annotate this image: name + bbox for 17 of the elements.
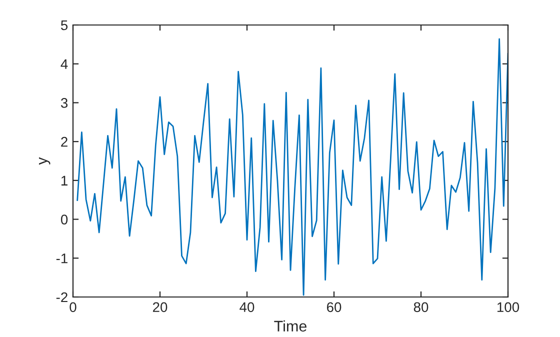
x-axis-title: Time	[274, 320, 307, 332]
x-tick-label: 60	[326, 302, 342, 312]
x-tick-label: 20	[152, 302, 168, 312]
x-tick-label: 100	[497, 302, 520, 312]
x-tick-label: 0	[70, 302, 76, 312]
y-tick-label: 2	[61, 136, 68, 147]
y-tick-label: 5	[60, 20, 68, 30]
line-series	[76, 38, 508, 296]
y-tick-label: 3	[60, 98, 68, 108]
y-tick-label: 0	[60, 214, 68, 224]
y-axis-title: y	[38, 157, 50, 165]
x-tick-label: 40	[240, 302, 254, 312]
y-tick-label: -1	[56, 254, 68, 264]
y-tick-label: -2	[56, 292, 68, 302]
y-tick-label: 4	[60, 59, 68, 69]
y-tick-label: 1	[61, 176, 68, 186]
x-tick-label: 80	[414, 302, 428, 312]
